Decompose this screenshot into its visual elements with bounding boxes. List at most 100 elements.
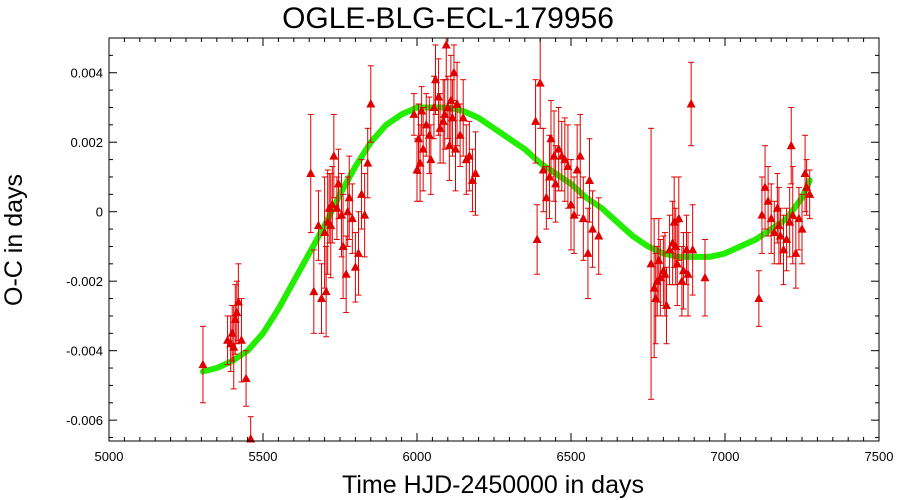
- triangle-marker: [775, 231, 785, 240]
- data-point: [446, 54, 456, 147]
- triangle-marker: [306, 168, 316, 177]
- data-point: [366, 65, 376, 143]
- data-point: [429, 75, 439, 140]
- data-point: [321, 245, 331, 338]
- x-tick-label: 7000: [711, 449, 740, 464]
- triangle-marker: [575, 151, 585, 160]
- x-tick-label: 6000: [403, 449, 432, 464]
- data-point: [236, 298, 246, 383]
- data-point: [417, 86, 427, 136]
- triangle-marker: [688, 244, 698, 254]
- data-point: [320, 176, 330, 289]
- data-point: [674, 176, 684, 261]
- triangle-marker: [360, 210, 370, 219]
- triangle-marker: [449, 67, 459, 77]
- data-point: [309, 249, 319, 334]
- data-point: [458, 79, 468, 157]
- triangle-marker: [350, 262, 360, 271]
- triangle-marker: [332, 203, 342, 212]
- triangle-marker: [327, 199, 337, 209]
- data-point: [317, 263, 327, 334]
- y-tick-label: -0.004: [66, 344, 103, 359]
- triangle-marker: [421, 119, 431, 129]
- triangle-marker: [682, 244, 691, 254]
- triangle-marker: [772, 203, 782, 212]
- data-point: [774, 186, 784, 265]
- triangle-marker: [241, 373, 251, 382]
- data-point: [313, 190, 323, 261]
- data-point: [452, 61, 462, 147]
- data-point: [760, 145, 770, 230]
- triangle-marker: [532, 234, 542, 243]
- data-point: [772, 172, 782, 244]
- data-point: [430, 44, 440, 115]
- y-tick-label: -0.002: [66, 274, 103, 289]
- y-tick-label: 0.002: [70, 135, 103, 150]
- triangle-marker: [649, 283, 659, 292]
- data-point: [421, 93, 431, 157]
- triangle-marker: [788, 210, 798, 219]
- triangle-marker: [566, 199, 576, 209]
- fit-curve-layer: [199, 104, 813, 375]
- triangle-marker: [671, 241, 681, 250]
- triangle-marker: [569, 210, 579, 219]
- data-point: [363, 127, 373, 199]
- data-point: [531, 79, 541, 164]
- triangle-marker: [651, 293, 661, 303]
- data-point: [246, 416, 256, 443]
- data-point: [326, 172, 336, 279]
- triangle-marker: [424, 130, 434, 139]
- triangle-marker: [338, 241, 348, 250]
- data-point: [343, 176, 353, 247]
- triangle-marker: [660, 269, 670, 278]
- data-point: [575, 113, 585, 199]
- data-point: [344, 155, 354, 240]
- data-point: [467, 148, 477, 213]
- triangle-marker: [333, 178, 343, 188]
- triangle-marker: [678, 265, 688, 275]
- triangle-marker: [584, 175, 594, 184]
- data-point: [649, 218, 659, 359]
- data-point: [353, 211, 363, 296]
- triangle-marker: [232, 307, 242, 316]
- triangle-marker: [669, 217, 679, 226]
- fit-curve: [199, 104, 813, 375]
- triangle-marker: [443, 102, 453, 111]
- triangle-marker: [426, 154, 436, 164]
- triangle-marker: [347, 213, 357, 223]
- triangle-marker: [757, 210, 767, 219]
- data-point: [329, 113, 339, 199]
- triangle-marker: [313, 220, 323, 230]
- triangle-marker: [535, 78, 545, 87]
- triangle-marker: [229, 342, 239, 351]
- data-point: [686, 61, 696, 147]
- data-point: [584, 138, 594, 223]
- triangle-marker: [800, 168, 810, 177]
- triangle-marker: [563, 161, 573, 171]
- data-point: [418, 106, 428, 192]
- data-point: [409, 93, 419, 136]
- data-point: [754, 270, 764, 327]
- triangle-marker: [802, 182, 812, 191]
- data-point: [566, 159, 576, 251]
- data-point: [588, 190, 598, 268]
- triangle-marker: [343, 206, 353, 216]
- triangle-marker: [458, 112, 468, 122]
- triangle-marker: [412, 165, 422, 174]
- triangle-marker: [760, 182, 770, 191]
- triangle-marker: [763, 196, 773, 205]
- triangle-marker: [583, 248, 593, 257]
- triangle-marker: [227, 328, 237, 337]
- data-point: [441, 38, 451, 81]
- triangle-marker: [661, 300, 671, 310]
- data-point: [464, 120, 474, 192]
- x-tick-label: 5500: [249, 449, 278, 464]
- data-point: [471, 131, 481, 216]
- data-point: [766, 183, 776, 254]
- triangle-marker: [440, 109, 450, 118]
- triangle-marker: [230, 314, 240, 323]
- triangle-marker: [363, 158, 373, 167]
- data-point: [338, 193, 348, 300]
- data-point: [443, 75, 453, 140]
